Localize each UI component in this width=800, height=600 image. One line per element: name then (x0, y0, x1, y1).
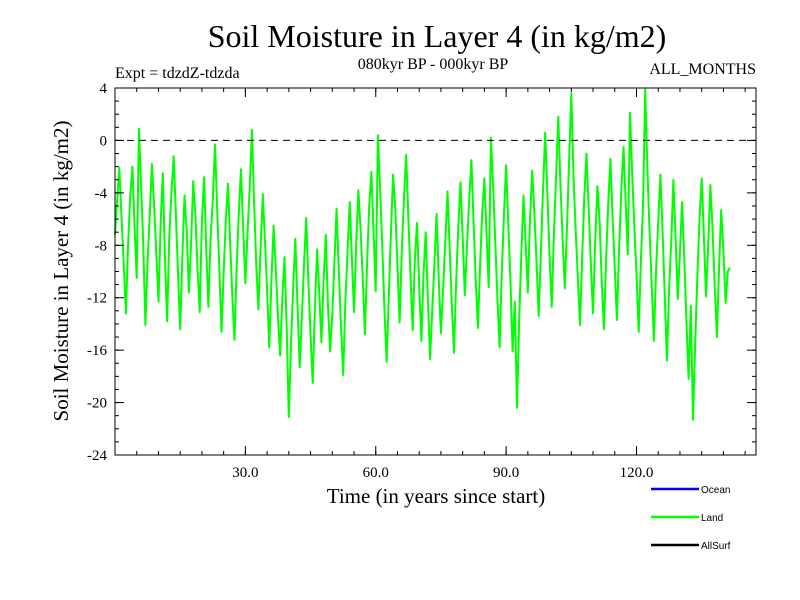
legend: Ocean Land AllSurf (651, 485, 731, 552)
plot-area: 30.0 60.0 90.0 120.0 4 0 -4 -8 -12 -16 -20 -24 (87, 81, 757, 481)
y-axis-label: Soil Moisture in Layer 4 (in kg/m2) (49, 121, 73, 422)
series-layer (114, 88, 731, 421)
x-tick-label: 90.0 (493, 465, 519, 481)
y-tick-label: 0 (100, 133, 108, 149)
y-tick-label: 4 (100, 81, 108, 97)
y-tick-label: -12 (87, 291, 107, 307)
y-tick-label: -8 (95, 238, 108, 254)
y-tick-label: -16 (87, 343, 107, 359)
y-tick-label: -24 (87, 448, 107, 464)
legend-label-land: Land (701, 513, 723, 524)
series-line-land (114, 88, 731, 421)
legend-label-allsurf: AllSurf (701, 541, 731, 552)
x-axis-label: Time (in years since start) (327, 484, 546, 508)
months-label: ALL_MONTHS (649, 61, 756, 78)
x-axis-ticks: 30.0 60.0 90.0 120.0 (232, 88, 653, 481)
y-axis-ticks: 4 0 -4 -8 -12 -16 -20 -24 (87, 81, 756, 464)
chart-title: Soil Moisture in Layer 4 (in kg/m2) (208, 18, 667, 54)
legend-label-ocean: Ocean (701, 485, 730, 496)
experiment-label: Expt = tdzdZ-tdzda (115, 65, 240, 82)
time-range-label: 080kyr BP - 000kyr BP (358, 56, 509, 73)
y-tick-label: -20 (87, 396, 107, 412)
x-tick-label: 30.0 (232, 465, 258, 481)
y-tick-label: -4 (95, 186, 108, 202)
x-tick-label: 60.0 (363, 465, 389, 481)
x-tick-label: 120.0 (620, 465, 654, 481)
